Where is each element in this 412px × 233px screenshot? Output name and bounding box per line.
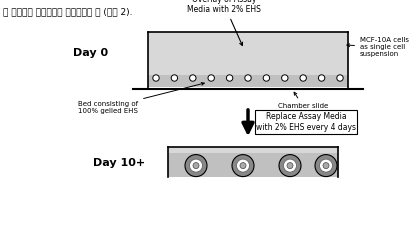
Bar xyxy=(168,153,338,177)
Circle shape xyxy=(232,155,254,177)
Circle shape xyxy=(323,163,329,169)
Circle shape xyxy=(185,155,207,177)
Circle shape xyxy=(318,75,325,81)
Circle shape xyxy=(315,155,337,177)
Circle shape xyxy=(171,75,178,81)
Circle shape xyxy=(281,75,288,81)
Bar xyxy=(148,75,348,87)
Circle shape xyxy=(190,159,203,172)
Circle shape xyxy=(193,163,199,169)
Circle shape xyxy=(236,159,250,172)
Circle shape xyxy=(287,163,293,169)
Text: Day 10+: Day 10+ xyxy=(93,158,145,168)
Circle shape xyxy=(240,163,246,169)
Circle shape xyxy=(279,155,301,177)
Circle shape xyxy=(153,75,159,81)
Text: Day 0: Day 0 xyxy=(73,48,108,58)
Circle shape xyxy=(319,159,332,172)
Text: Overlay of Assay
Media with 2% EHS: Overlay of Assay Media with 2% EHS xyxy=(187,0,261,45)
Circle shape xyxy=(300,75,307,81)
Circle shape xyxy=(227,75,233,81)
Circle shape xyxy=(283,159,297,172)
Circle shape xyxy=(190,75,196,81)
Text: Chamber slide: Chamber slide xyxy=(278,92,328,109)
Text: Bed consisting of
100% gelled EHS: Bed consisting of 100% gelled EHS xyxy=(78,82,204,114)
Text: MCF-10A cells
as single cell
suspension: MCF-10A cells as single cell suspension xyxy=(347,37,409,57)
Circle shape xyxy=(208,75,214,81)
Bar xyxy=(168,147,338,153)
FancyBboxPatch shape xyxy=(255,110,357,134)
Circle shape xyxy=(245,75,251,81)
Circle shape xyxy=(263,75,269,81)
Text: 의 유방암의 진행기전을 규명하고자 함 (그림 2).: 의 유방암의 진행기전을 규명하고자 함 (그림 2). xyxy=(3,7,133,16)
Circle shape xyxy=(337,75,343,81)
Text: Replace Assay Media
with 2% EHS every 4 days: Replace Assay Media with 2% EHS every 4 … xyxy=(256,112,356,132)
Bar xyxy=(148,32,348,75)
